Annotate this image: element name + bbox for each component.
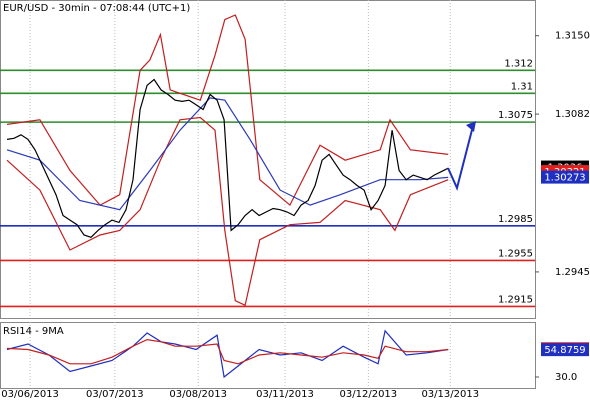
level-label: 1.2915	[498, 294, 533, 305]
level-label: 1.312	[504, 58, 533, 69]
arrow-head	[466, 121, 476, 132]
level-label: 1.31	[511, 81, 533, 92]
x-tick-label: 03/06/2013	[1, 389, 59, 400]
y-tick-label: 1.3150	[555, 31, 590, 42]
x-tick-label: 03/08/2013	[169, 389, 227, 400]
y-tick-label: 1.3082	[555, 109, 590, 120]
level-label: 1.3075	[498, 110, 533, 121]
price-box	[541, 170, 589, 184]
y-tick-label: 1.2945	[555, 267, 590, 278]
chart-title: EUR/USD - 30min - 07:08:44 (UTC+1)	[3, 3, 190, 14]
projection-arrow	[447, 125, 474, 192]
level-label: 1.2955	[498, 248, 533, 259]
price-box-label: 54.8759	[544, 345, 585, 356]
series-line	[6, 116, 449, 307]
series-line	[6, 329, 449, 379]
series-line	[6, 97, 449, 211]
price-box-label: 1.30273	[544, 173, 585, 184]
x-tick-label: 03/13/2013	[421, 389, 479, 400]
plot-frame	[0, 322, 536, 389]
x-tick-label: 03/11/2013	[256, 389, 314, 400]
level-label: 1.2985	[498, 214, 533, 225]
rsi-title: RSI14 - 9MA	[3, 326, 64, 337]
series-line	[6, 78, 449, 238]
series-line	[6, 338, 449, 365]
x-tick-label: 03/12/2013	[340, 389, 398, 400]
x-tick-label: 03/07/2013	[86, 389, 144, 400]
series-line	[6, 14, 449, 207]
price-box	[541, 343, 589, 357]
plot-frame	[0, 0, 536, 319]
y-tick-label: 30.0	[555, 372, 577, 383]
